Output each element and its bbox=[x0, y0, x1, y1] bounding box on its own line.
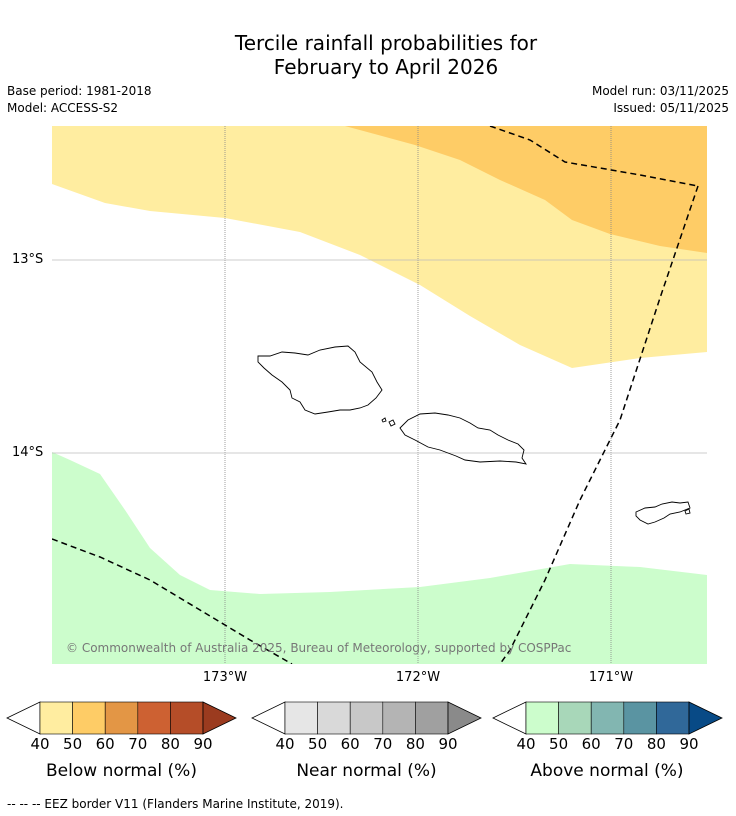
colorbar-above-tick: 70 bbox=[614, 735, 634, 753]
eez-border-southwest bbox=[52, 538, 293, 664]
colorbar-above-high-arrow bbox=[688, 701, 723, 735]
colorbar-below-segment bbox=[170, 701, 204, 735]
colorbar-above-segment bbox=[525, 701, 559, 735]
colorbar-above-tick: 60 bbox=[581, 735, 601, 753]
colorbar-below-segment bbox=[72, 701, 106, 735]
base-period: Base period: 1981-2018 bbox=[7, 84, 152, 98]
colorbar-below-tick: 40 bbox=[30, 735, 50, 753]
colorbar-below-tick: 70 bbox=[128, 735, 148, 753]
colorbar-near-segment bbox=[382, 701, 416, 735]
aunuu-island bbox=[684, 508, 691, 515]
copyright-notice: © Commonwealth of Australia 2025, Bureau… bbox=[66, 641, 572, 655]
colorbar-above-segment bbox=[590, 701, 625, 735]
colorbar-above-segment bbox=[656, 701, 690, 735]
colorbars bbox=[6, 701, 723, 735]
colorbar-near-segment bbox=[415, 701, 449, 735]
model-run: Model run: 03/11/2025 bbox=[591, 84, 729, 98]
colorbar-above-tick: 90 bbox=[679, 735, 699, 753]
colorbar-label-below: Below normal (%) bbox=[46, 761, 197, 781]
colorbar-below-segment bbox=[137, 701, 171, 735]
colorbar-near-tick: 50 bbox=[308, 735, 328, 753]
title-line-1: Tercile rainfall probabilities for bbox=[234, 31, 538, 55]
colorbar-near-tick: 70 bbox=[373, 735, 393, 753]
issued-date: Issued: 05/11/2025 bbox=[613, 101, 729, 115]
savaii-island bbox=[257, 345, 383, 415]
upolu-island bbox=[399, 412, 527, 465]
colorbar-near-tick: 60 bbox=[340, 735, 360, 753]
eez-legend: -- -- -- EEZ border V11 (Flanders Marine… bbox=[7, 797, 344, 811]
above-normal-40-50-region bbox=[52, 452, 707, 664]
colorbar-above-tick: 40 bbox=[516, 735, 536, 753]
title-line-2: February to April 2026 bbox=[273, 55, 499, 79]
lon-label-173w: 173°W bbox=[202, 670, 248, 685]
colorbar-below-segment bbox=[39, 701, 73, 735]
colorbar-near-low-arrow bbox=[251, 701, 286, 735]
coastlines bbox=[257, 345, 691, 525]
lon-label-172w: 172°W bbox=[395, 670, 441, 685]
apolima-island bbox=[388, 419, 396, 427]
meta-left: Base period: 1981-2018 Model: ACCESS-S2 bbox=[7, 83, 152, 117]
colorbar-below-high-arrow bbox=[202, 701, 237, 735]
colorbar-below-low-arrow bbox=[6, 701, 41, 735]
manono-island bbox=[381, 417, 387, 423]
colorbar-near-segment bbox=[317, 701, 351, 735]
tutuila-island bbox=[635, 501, 691, 525]
eez-border-east bbox=[499, 185, 699, 664]
colorbar-near-tick: 90 bbox=[438, 735, 458, 753]
colorbar-below-tick: 80 bbox=[160, 735, 180, 753]
colorbar-above-segment bbox=[558, 701, 592, 735]
colorbar-below-tick: 60 bbox=[95, 735, 115, 753]
model-name: Model: ACCESS-S2 bbox=[7, 101, 119, 115]
map-title: Tercile rainfall probabilities for Febru… bbox=[0, 31, 736, 79]
lat-label-14s: 14°S bbox=[12, 445, 44, 460]
below-normal-50-60-region bbox=[345, 126, 707, 253]
eez-borders bbox=[52, 126, 699, 664]
colorbar-near-tick: 40 bbox=[275, 735, 295, 753]
lat-label-13s: 13°S bbox=[12, 252, 44, 267]
map-area bbox=[52, 126, 707, 664]
colorbar-near-segment bbox=[284, 701, 318, 735]
colorbar-near-high-arrow bbox=[447, 701, 482, 735]
colorbar-label-above: Above normal (%) bbox=[530, 761, 684, 781]
colorbar-above-tick: 50 bbox=[549, 735, 569, 753]
colorbar-above-low-arrow bbox=[492, 701, 527, 735]
colorbar-below-tick: 50 bbox=[63, 735, 83, 753]
colorbar-above-tick: 80 bbox=[646, 735, 666, 753]
colorbar-below-tick: 90 bbox=[193, 735, 213, 753]
lon-label-171w: 171°W bbox=[588, 670, 634, 685]
colorbar-near-tick: 80 bbox=[405, 735, 425, 753]
meta-right: Model run: 03/11/2025 Issued: 05/11/2025 bbox=[592, 83, 729, 117]
colorbar-above-segment bbox=[623, 701, 657, 735]
colorbar-below-segment bbox=[104, 701, 139, 735]
colorbar-near-segment bbox=[349, 701, 384, 735]
graticule bbox=[52, 126, 707, 664]
eez-border-northeast bbox=[489, 126, 699, 187]
colorbar-label-near: Near normal (%) bbox=[296, 761, 437, 781]
